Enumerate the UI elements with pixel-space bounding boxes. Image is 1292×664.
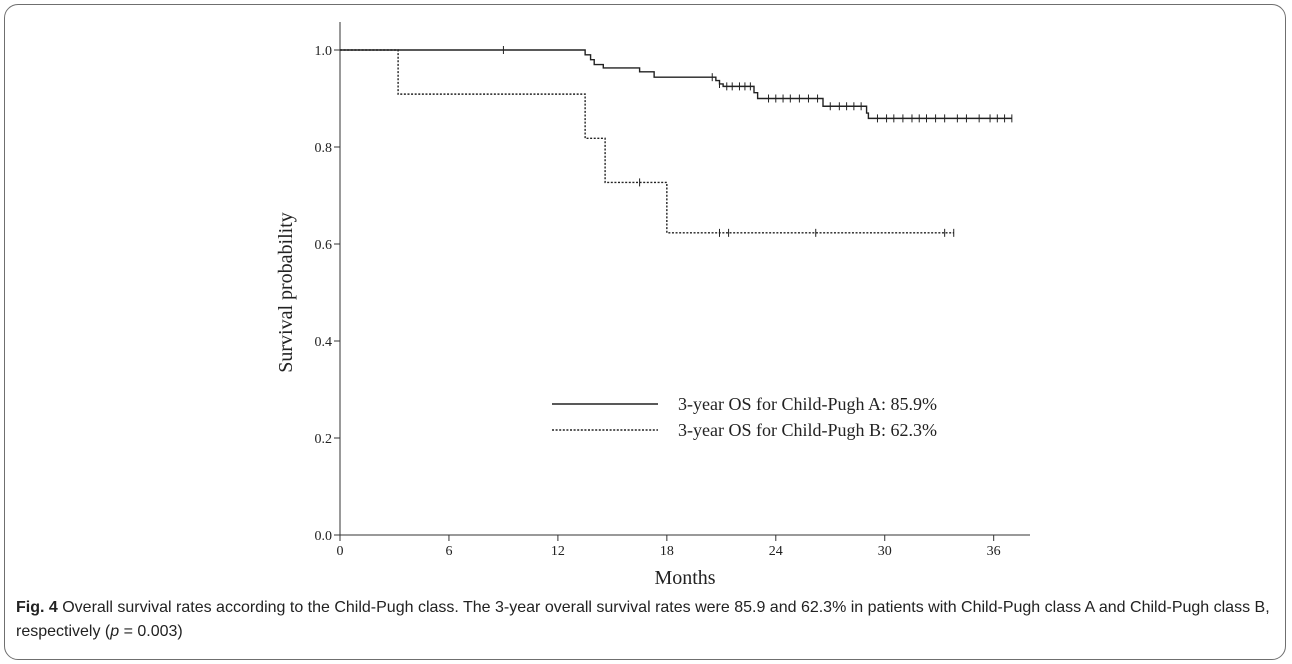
- p-symbol: p: [110, 623, 120, 640]
- legend-label-child-pugh-a: 3-year OS for Child-Pugh A: 85.9%: [678, 394, 937, 414]
- y-tick-label: 0.6: [315, 238, 333, 253]
- axes: 0 6 12 18 24 30 36 0.0 0.2 0.4 0.6 0.8 1.0 Months Surv…: [275, 22, 1030, 589]
- y-axis-label: Survival probability: [275, 212, 297, 373]
- caption-text: Overall survival rates according to the …: [16, 599, 1270, 640]
- p-value: = 0.003): [119, 623, 183, 640]
- y-tick-label: 0.4: [315, 335, 333, 350]
- survival-chart: 0 6 12 18 24 30 36 0.0 0.2 0.4 0.6 0.8 1.0 Months Surv…: [275, 22, 1030, 589]
- x-tick-label: 18: [660, 544, 674, 559]
- figure-caption: Fig. 4 Overall survival rates according …: [16, 596, 1278, 644]
- figure-frame: [4, 4, 1286, 660]
- legend-label-child-pugh-b: 3-year OS for Child-Pugh B: 62.3%: [678, 420, 937, 440]
- x-tick-label: 12: [551, 544, 565, 559]
- y-tick-label: 0.8: [315, 141, 333, 156]
- x-tick-label: 6: [445, 544, 452, 559]
- x-tick-label: 30: [878, 544, 892, 559]
- x-axis-label: Months: [654, 567, 715, 589]
- survival-curve-child-pugh-a: [340, 49, 1012, 120]
- legend: 3-year OS for Child-Pugh A: 85.9% 3-year …: [552, 394, 937, 440]
- y-tick-label: 1.0: [315, 44, 333, 59]
- x-tick-label: 0: [337, 544, 344, 559]
- figure-label: Fig. 4: [16, 599, 58, 616]
- x-tick-label: 36: [987, 544, 1001, 559]
- series-layer: [340, 46, 1013, 237]
- y-tick-label: 0.0: [315, 529, 333, 544]
- survival-curve-child-pugh-b: [340, 49, 954, 234]
- y-tick-label: 0.2: [315, 432, 333, 447]
- x-tick-label: 24: [769, 544, 783, 559]
